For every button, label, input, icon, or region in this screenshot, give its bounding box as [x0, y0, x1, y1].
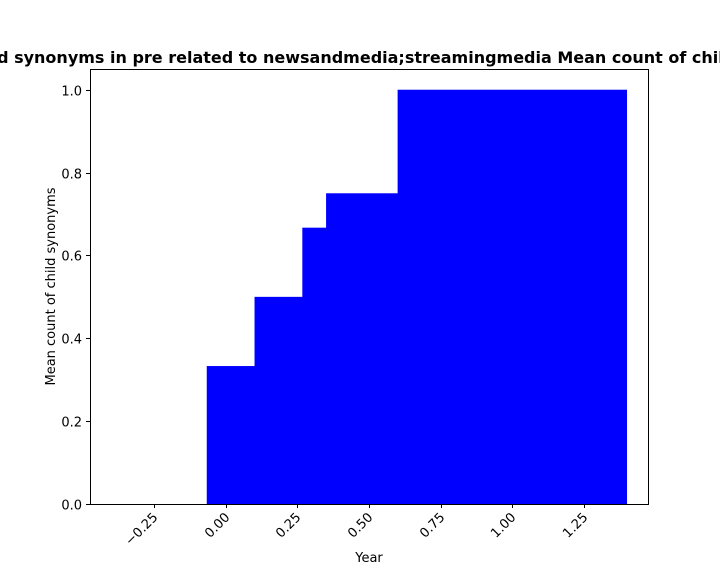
y-tick-label-4: 0.8	[61, 168, 82, 183]
y-tick-label-5: 1.0	[61, 85, 82, 100]
x-axis-label: Year	[354, 551, 383, 566]
y-tick-label-2: 0.4	[61, 333, 82, 348]
bar-0	[206, 366, 256, 504]
x-tick-label-4: 0.75	[417, 510, 448, 541]
x-tick-label-1: 0.00	[202, 510, 233, 541]
y-axis-ticks: 0.0 0.2 0.4 0.6 0.8 1.0	[61, 85, 90, 514]
bars-layer	[206, 89, 628, 505]
y-axis-label: Mean count of child synonyms	[44, 187, 59, 385]
x-tick-label-0: −0.25	[123, 510, 162, 549]
x-tick-label-3: 0.50	[345, 510, 376, 541]
x-axis-ticks: −0.25 0.00 0.25 0.50 0.75 1.00 1.25	[123, 504, 591, 549]
y-tick-label-1: 0.2	[61, 416, 82, 431]
y-tick-label-0: 0.0	[61, 499, 82, 514]
chart-title: Mean count of child synonyms in pre rela…	[0, 48, 720, 67]
bar-3	[326, 193, 399, 505]
x-tick-label-5: 1.00	[488, 510, 519, 541]
bar-2	[302, 227, 327, 504]
bar-1	[254, 296, 303, 504]
x-tick-label-2: 0.25	[273, 510, 304, 541]
bar-4	[397, 89, 628, 504]
y-tick-label-3: 0.6	[61, 250, 82, 265]
x-tick-label-6: 1.25	[560, 510, 591, 541]
